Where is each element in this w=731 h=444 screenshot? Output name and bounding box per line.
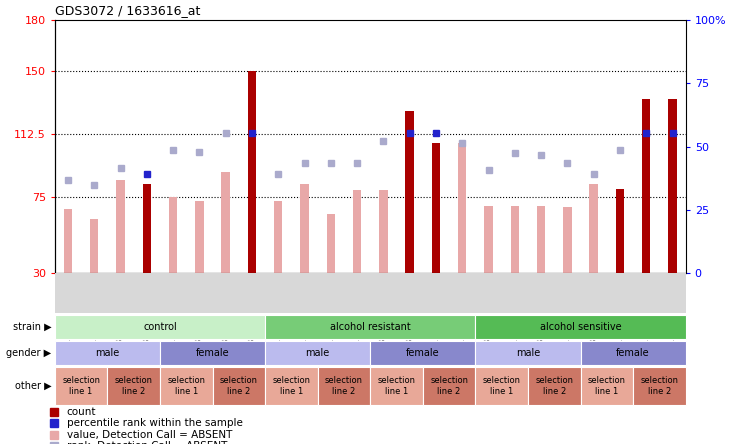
Text: selection
line 2: selection line 2 xyxy=(115,377,153,396)
Text: male: male xyxy=(516,348,540,358)
Text: selection
line 2: selection line 2 xyxy=(220,377,258,396)
Bar xyxy=(300,184,308,273)
Bar xyxy=(475,367,528,405)
Bar xyxy=(160,341,265,365)
Text: other ▶: other ▶ xyxy=(15,381,51,391)
Bar xyxy=(458,143,466,273)
Text: GDS3072 / 1633616_at: GDS3072 / 1633616_at xyxy=(55,4,200,17)
Text: selection
line 2: selection line 2 xyxy=(430,377,468,396)
Text: selection
line 1: selection line 1 xyxy=(167,377,205,396)
Text: selection
line 1: selection line 1 xyxy=(62,377,100,396)
Bar xyxy=(221,172,230,273)
Bar xyxy=(528,367,580,405)
Bar xyxy=(379,190,387,273)
Text: percentile rank within the sample: percentile rank within the sample xyxy=(67,418,243,428)
Bar xyxy=(485,206,493,273)
Text: rank, Detection Call = ABSENT: rank, Detection Call = ABSENT xyxy=(67,441,227,444)
Bar xyxy=(668,99,677,273)
Bar xyxy=(563,207,572,273)
Bar xyxy=(580,341,686,365)
Bar xyxy=(327,214,335,273)
Bar xyxy=(265,367,318,405)
Bar xyxy=(406,111,414,273)
Bar xyxy=(370,341,475,365)
Text: control: control xyxy=(143,322,177,332)
Bar xyxy=(274,201,282,273)
Bar xyxy=(195,201,204,273)
Text: selection
line 2: selection line 2 xyxy=(640,377,678,396)
Bar xyxy=(353,190,361,273)
Bar xyxy=(55,341,160,365)
Bar xyxy=(633,367,686,405)
Text: female: female xyxy=(196,348,230,358)
Bar xyxy=(475,315,686,339)
Bar xyxy=(265,341,370,365)
Bar xyxy=(107,367,160,405)
Bar xyxy=(580,367,633,405)
Text: female: female xyxy=(406,348,439,358)
Bar xyxy=(169,197,178,273)
Text: count: count xyxy=(67,407,96,416)
Bar xyxy=(589,184,598,273)
Text: male: male xyxy=(306,348,330,358)
Text: strain ▶: strain ▶ xyxy=(12,322,51,332)
Bar xyxy=(265,315,475,339)
Bar xyxy=(642,99,651,273)
Bar xyxy=(160,367,213,405)
Bar xyxy=(537,206,545,273)
Bar xyxy=(143,184,151,273)
Text: alcohol sensitive: alcohol sensitive xyxy=(539,322,621,332)
Text: selection
line 2: selection line 2 xyxy=(535,377,573,396)
Bar xyxy=(90,219,99,273)
Bar xyxy=(432,143,440,273)
Bar xyxy=(248,71,256,273)
Text: selection
line 1: selection line 1 xyxy=(588,377,626,396)
Text: male: male xyxy=(95,348,120,358)
Text: selection
line 1: selection line 1 xyxy=(377,377,415,396)
Bar xyxy=(511,206,519,273)
Bar xyxy=(116,180,125,273)
Bar xyxy=(423,367,475,405)
Bar xyxy=(55,315,265,339)
Text: selection
line 1: selection line 1 xyxy=(273,377,311,396)
Bar xyxy=(318,367,370,405)
Bar xyxy=(370,367,423,405)
Bar xyxy=(64,209,72,273)
Text: alcohol resistant: alcohol resistant xyxy=(330,322,411,332)
Text: selection
line 2: selection line 2 xyxy=(325,377,363,396)
Text: selection
line 1: selection line 1 xyxy=(482,377,520,396)
Bar xyxy=(55,367,107,405)
Text: value, Detection Call = ABSENT: value, Detection Call = ABSENT xyxy=(67,430,232,440)
Bar xyxy=(213,367,265,405)
Bar xyxy=(616,189,624,273)
Text: female: female xyxy=(616,348,650,358)
Text: gender ▶: gender ▶ xyxy=(6,348,51,358)
Bar xyxy=(475,341,580,365)
